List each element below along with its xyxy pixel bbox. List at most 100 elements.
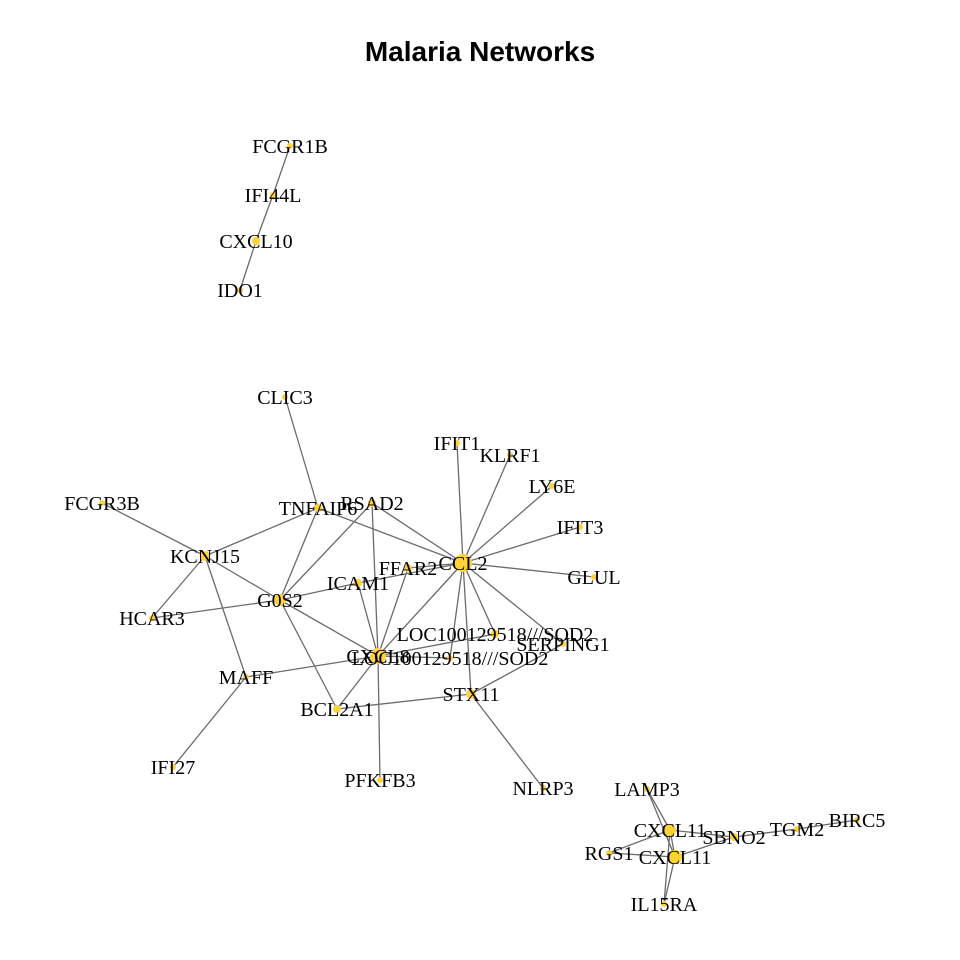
node-fcgr3b[interactable] (99, 500, 105, 506)
edge-ccl2-glul (462, 562, 595, 578)
node-label-birc5: BIRC5 (829, 810, 886, 832)
node-ifit3[interactable] (577, 524, 583, 530)
edge-ifi44l-cxcl10 (255, 194, 274, 242)
node-ido1[interactable] (237, 287, 243, 293)
node-icam1[interactable] (354, 579, 362, 587)
node-bcl2a1[interactable] (333, 705, 341, 713)
node-label-kcnj15: KCNJ15 (170, 546, 240, 568)
edge-cxcl11-rgs1 (608, 829, 671, 854)
edge-cxcl10-ido1 (239, 240, 257, 291)
node-label-ido1: IDO1 (217, 280, 263, 302)
edge-ccl2-cxcl8 (377, 562, 464, 657)
node-pfkfb3[interactable] (377, 777, 383, 783)
node-ifit1[interactable] (454, 440, 460, 446)
node-tgm2[interactable] (794, 826, 800, 832)
node-label-hcar3: HCAR3 (119, 608, 185, 630)
node-cxcl11[interactable] (664, 824, 676, 836)
node-serping1[interactable] (560, 641, 566, 647)
edge-fcgr1b-ifi44l (272, 145, 291, 196)
node-il15ra[interactable] (661, 901, 667, 907)
node-ccl2[interactable] (454, 554, 472, 572)
node-loc100129518-sod2[interactable] (447, 655, 453, 661)
node-glul[interactable] (591, 574, 597, 580)
edge-kcnj15-maff (204, 555, 247, 678)
edge-g0s2-icam1 (279, 582, 359, 601)
node-ffar2[interactable] (404, 564, 412, 572)
node-kcnj15[interactable] (200, 551, 210, 561)
edge-tnfaip6-ccl2 (317, 507, 464, 564)
edge-ccl2-ly6e (462, 485, 553, 564)
node-label-bcl2a1: BCL2A1 (300, 699, 373, 721)
node-label-loc100129518-sod2: LOC100129518///SOD2 (352, 648, 549, 670)
edge-cxcl8-loc100129518-sod2 (377, 655, 451, 659)
node-label-ifit1: IFIT1 (434, 433, 481, 455)
node-layer (99, 143, 860, 907)
node-nlrp3[interactable] (540, 785, 546, 791)
edge-ccl2-serping1 (462, 562, 564, 645)
node-cxcl10[interactable] (252, 237, 260, 245)
node-label-ly6e: LY6E (529, 476, 576, 498)
edge-kcnj15-g0s2 (204, 555, 281, 601)
edge-cxcl11-sbno2 (674, 836, 735, 858)
node-label-ffar2: FFAR2 (379, 558, 438, 580)
node-g0s2[interactable] (274, 594, 286, 606)
node-cxcl11[interactable] (668, 850, 682, 864)
edge-ccl2-ifit1 (456, 442, 464, 564)
edge-stx11-nlrp3 (470, 693, 544, 789)
node-label-pfkfb3: PFKFB3 (344, 770, 415, 792)
edge-rsad2-g0s2 (279, 502, 373, 601)
node-label-ccl2: CCL2 (439, 553, 488, 575)
node-label-lamp3: LAMP3 (614, 779, 680, 801)
node-clic3[interactable] (282, 394, 288, 400)
node-ifi27[interactable] (170, 764, 176, 770)
node-sbno2[interactable] (730, 833, 738, 841)
node-label-cxcl11: CXCL11 (639, 847, 712, 869)
node-label-glul: GLUL (567, 567, 620, 589)
node-label-tgm2: TGM2 (770, 819, 824, 841)
node-rsad2[interactable] (368, 499, 376, 507)
node-birc5[interactable] (854, 817, 860, 823)
node-hcar3[interactable] (149, 615, 155, 621)
edge-cxcl11-il15ra (663, 856, 676, 905)
node-stx11[interactable] (466, 689, 476, 699)
node-label-icam1: ICAM1 (327, 573, 389, 595)
edge-clic3-tnfaip6 (284, 396, 319, 509)
edge-ccl2-stx11 (462, 562, 472, 695)
node-loc100129518-sod2[interactable] (491, 630, 499, 638)
node-label-sbno2: SBNO2 (702, 827, 765, 849)
node-label-fcgr1b: FCGR1B (252, 136, 328, 158)
edge-ccl2-icam1 (357, 562, 464, 584)
node-label-il15ra: IL15RA (631, 894, 698, 916)
edge-cxcl8-maff (245, 655, 379, 678)
node-label-cxcl11: CXCL11 (634, 820, 707, 842)
node-klrf1[interactable] (507, 452, 513, 458)
edge-stx11-serping1 (470, 643, 564, 695)
edge-rsad2-ccl2 (371, 502, 464, 564)
node-label-ifit3: IFIT3 (557, 517, 604, 539)
node-fcgr1b[interactable] (287, 143, 293, 149)
edge-cxcl8-bcl2a1 (336, 655, 379, 710)
edge-layer (101, 145, 858, 905)
node-rgs1[interactable] (606, 850, 612, 856)
node-lamp3[interactable] (644, 786, 650, 792)
node-label-nlrp3: NLRP3 (512, 778, 573, 800)
node-ifi44l[interactable] (270, 192, 276, 198)
node-maff[interactable] (243, 674, 249, 680)
edge-fcgr3b-kcnj15 (101, 502, 206, 557)
node-label-fcgr3b: FCGR3B (64, 493, 140, 515)
node-label-stx11: STX11 (442, 684, 499, 706)
edge-ccl2-ifit3 (462, 526, 581, 564)
edge-ccl2-loc100129518-sod2 (462, 562, 496, 635)
chart-title: Malaria Networks (364, 36, 596, 67)
node-label-ifi27: IFI27 (151, 757, 195, 779)
edge-cxcl11-rgs1 (608, 852, 676, 858)
edge-ffar2-cxcl8 (377, 567, 409, 657)
node-ly6e[interactable] (549, 483, 555, 489)
node-label-rgs1: RGS1 (585, 843, 634, 865)
edge-g0s2-cxcl8 (279, 599, 379, 657)
node-label-ifi44l: IFI44L (245, 185, 302, 207)
node-cxcl8[interactable] (370, 648, 386, 664)
edge-lamp3-cxcl11 (646, 788, 671, 831)
node-tnfaip6[interactable] (314, 504, 322, 512)
